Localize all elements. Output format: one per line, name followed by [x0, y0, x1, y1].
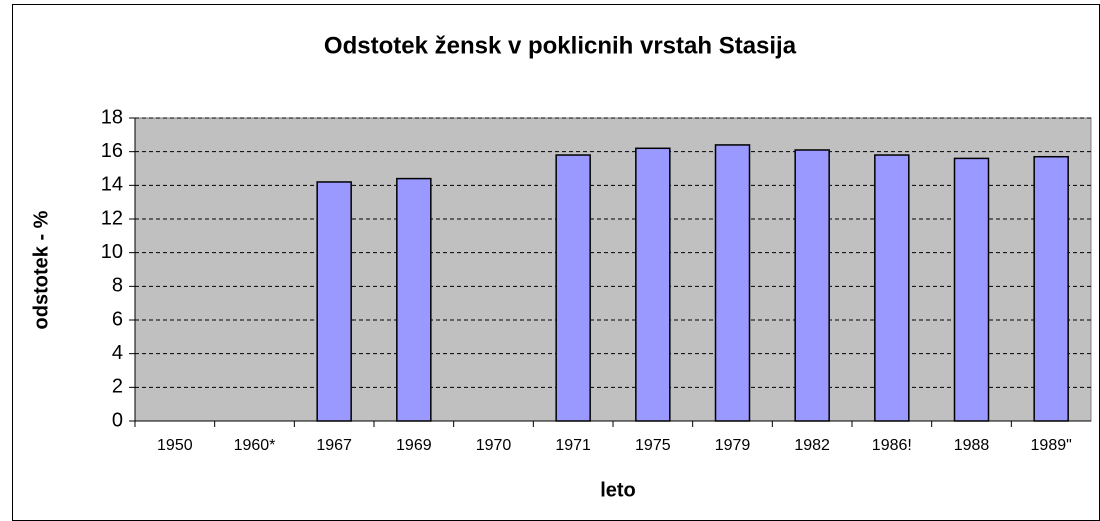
- x-tick-label: 1970: [476, 437, 512, 454]
- bar: [396, 177, 432, 422]
- x-tick-label: 1971: [555, 437, 591, 454]
- y-tick-label: 8: [112, 275, 123, 297]
- bar: [635, 147, 671, 422]
- y-tick-label: 4: [112, 342, 123, 364]
- y-tick-label: 14: [101, 174, 123, 196]
- y-axis-label: odstotek - %: [30, 210, 52, 329]
- x-tick-label: 1975: [635, 437, 671, 454]
- bar: [714, 144, 751, 422]
- x-tick-label: 1969: [396, 437, 432, 454]
- x-tick-label: 1950: [157, 437, 193, 454]
- y-tick-label: 0: [112, 409, 123, 431]
- y-tick-label: 2: [112, 376, 123, 398]
- bar: [874, 154, 910, 422]
- y-tick-label: 16: [101, 140, 123, 162]
- x-axis-label: leto: [600, 479, 636, 501]
- x-tick-label: 1960*: [234, 437, 276, 454]
- y-tick-label: 10: [101, 241, 123, 263]
- y-tick-label: 6: [112, 308, 123, 330]
- bar: [555, 154, 591, 422]
- y-tick-label: 18: [101, 106, 123, 128]
- bar: [794, 149, 830, 422]
- y-tick-label: 12: [101, 207, 123, 229]
- x-tick-label: 1967: [316, 437, 352, 454]
- plot-area: [134, 117, 1092, 422]
- x-tick-label: 1988: [954, 437, 990, 454]
- bar: [953, 157, 990, 422]
- chart-title: Odstotek žensk v poklicnih vrstah Stasij…: [324, 32, 797, 59]
- x-tick-label: 1989": [1031, 437, 1072, 454]
- x-tick-label: 1982: [794, 437, 830, 454]
- x-tick-label: 1986!: [872, 437, 912, 454]
- bar: [1033, 155, 1069, 422]
- x-tick-label: 1979: [715, 437, 751, 454]
- bar: [316, 181, 352, 422]
